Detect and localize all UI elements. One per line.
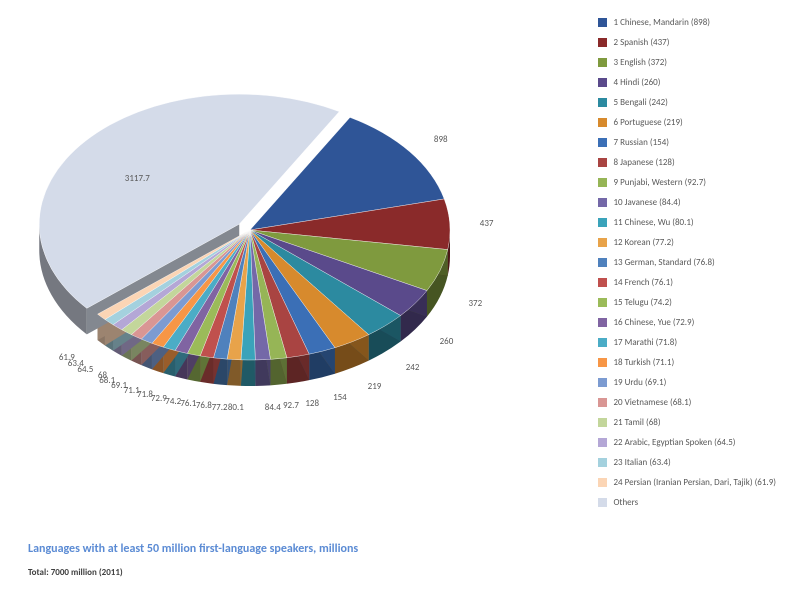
slice-label: 68	[98, 370, 107, 381]
legend-item: 12 Korean (77.2)	[598, 238, 776, 247]
legend-item: 24 Persian (Iranian Persian, Dari, Tajik…	[598, 478, 776, 487]
slice-label: 84.4	[265, 402, 281, 413]
legend-swatch	[598, 298, 607, 307]
slice-label: 76.8	[196, 400, 212, 411]
legend-item: 6 Portuguese (219)	[598, 118, 776, 127]
legend-swatch	[598, 278, 607, 287]
legend-label: 24 Persian (Iranian Persian, Dari, Tajik…	[613, 478, 776, 487]
chart-total: Total: 7000 million (2011)	[28, 567, 123, 578]
slice-label: 260	[440, 336, 454, 347]
legend-item: 11 Chinese, Wu (80.1)	[598, 218, 776, 227]
slice-label: 3117.7	[125, 173, 150, 184]
legend-label: 13 German, Standard (76.8)	[613, 258, 714, 267]
legend-swatch	[598, 58, 607, 67]
legend-swatch	[598, 358, 607, 367]
legend-label: Others	[613, 498, 638, 507]
legend-label: 14 French (76.1)	[613, 278, 673, 287]
legend-label: 15 Telugu (74.2)	[613, 298, 671, 307]
slice-label: 154	[333, 392, 347, 403]
legend-item: 19 Urdu (69.1)	[598, 378, 776, 387]
slice-label: 80.1	[228, 402, 244, 413]
legend-item: 2 Spanish (437)	[598, 38, 776, 47]
legend-item: 14 French (76.1)	[598, 278, 776, 287]
slice-label: 92.7	[283, 400, 299, 411]
legend-swatch	[598, 138, 607, 147]
legend-swatch	[598, 318, 607, 327]
legend-swatch	[598, 98, 607, 107]
legend-item: 1 Chinese, Mandarin (898)	[598, 18, 776, 27]
legend-item: 5 Bengali (242)	[598, 98, 776, 107]
legend-item: 22 Arabic, Egyptian Spoken (64.5)	[598, 438, 776, 447]
legend-item: 10 Javanese (84.4)	[598, 198, 776, 207]
legend-swatch	[598, 418, 607, 427]
legend-swatch	[598, 338, 607, 347]
legend-label: 21 Tamil (68)	[613, 418, 660, 427]
legend-swatch	[598, 478, 607, 487]
legend-swatch	[598, 498, 607, 507]
legend-swatch	[598, 18, 607, 27]
slice-label: 372	[468, 298, 482, 309]
pie-svg	[20, 40, 540, 460]
legend-item: 9 Punjabi, Western (92.7)	[598, 178, 776, 187]
slice-label: 77.2	[212, 402, 228, 413]
legend-swatch	[598, 458, 607, 467]
legend-item: 23 Italian (63.4)	[598, 458, 776, 467]
legend-label: 18 Turkish (71.1)	[613, 358, 674, 367]
legend-item: 20 Vietnamese (68.1)	[598, 398, 776, 407]
legend-label: 20 Vietnamese (68.1)	[613, 398, 691, 407]
legend-item: 21 Tamil (68)	[598, 418, 776, 427]
legend-swatch	[598, 258, 607, 267]
legend-swatch	[598, 178, 607, 187]
legend-label: 3 English (372)	[613, 58, 667, 67]
legend-swatch	[598, 238, 607, 247]
slice-label: 128	[305, 398, 319, 409]
legend-item: Others	[598, 498, 776, 507]
slice-label: 219	[368, 381, 382, 392]
legend-swatch	[598, 78, 607, 87]
legend-label: 19 Urdu (69.1)	[613, 378, 666, 387]
legend-item: 15 Telugu (74.2)	[598, 298, 776, 307]
legend-item: 16 Chinese, Yue (72.9)	[598, 318, 776, 327]
legend-label: 22 Arabic, Egyptian Spoken (64.5)	[613, 438, 735, 447]
legend-item: 13 German, Standard (76.8)	[598, 258, 776, 267]
legend-swatch	[598, 198, 607, 207]
legend-item: 17 Marathi (71.8)	[598, 338, 776, 347]
legend-swatch	[598, 398, 607, 407]
legend: 1 Chinese, Mandarin (898) 2 Spanish (437)…	[598, 18, 776, 518]
slice-label: 437	[480, 218, 494, 229]
legend-label: 4 Hindi (260)	[613, 78, 660, 87]
legend-label: 6 Portuguese (219)	[613, 118, 682, 127]
slice-label: 242	[406, 362, 420, 373]
legend-swatch	[598, 218, 607, 227]
legend-swatch	[598, 118, 607, 127]
legend-item: 3 English (372)	[598, 58, 776, 67]
legend-label: 17 Marathi (71.8)	[613, 338, 677, 347]
legend-label: 12 Korean (77.2)	[613, 238, 673, 247]
slice-label: 74.2	[165, 396, 181, 407]
legend-label: 23 Italian (63.4)	[613, 458, 670, 467]
slice-label: 72.9	[151, 393, 167, 404]
legend-label: 16 Chinese, Yue (72.9)	[613, 318, 694, 327]
legend-label: 11 Chinese, Wu (80.1)	[613, 218, 693, 227]
legend-swatch	[598, 378, 607, 387]
legend-label: 2 Spanish (437)	[613, 38, 669, 47]
slice-label: 898	[434, 134, 448, 145]
chart-title: Languages with at least 50 million first…	[28, 542, 358, 556]
legend-label: 5 Bengali (242)	[613, 98, 667, 107]
slice-label: 61.9	[59, 352, 75, 363]
legend-item: 18 Turkish (71.1)	[598, 358, 776, 367]
legend-item: 7 Russian (154)	[598, 138, 776, 147]
legend-item: 8 Japanese (128)	[598, 158, 776, 167]
legend-swatch	[598, 438, 607, 447]
legend-label: 7 Russian (154)	[613, 138, 669, 147]
legend-label: 10 Javanese (84.4)	[613, 198, 680, 207]
slice-label: 76.1	[180, 398, 196, 409]
legend-label: 9 Punjabi, Western (92.7)	[613, 178, 706, 187]
legend-item: 4 Hindi (260)	[598, 78, 776, 87]
legend-swatch	[598, 158, 607, 167]
legend-swatch	[598, 38, 607, 47]
legend-label: 1 Chinese, Mandarin (898)	[613, 18, 710, 27]
legend-label: 8 Japanese (128)	[613, 158, 674, 167]
